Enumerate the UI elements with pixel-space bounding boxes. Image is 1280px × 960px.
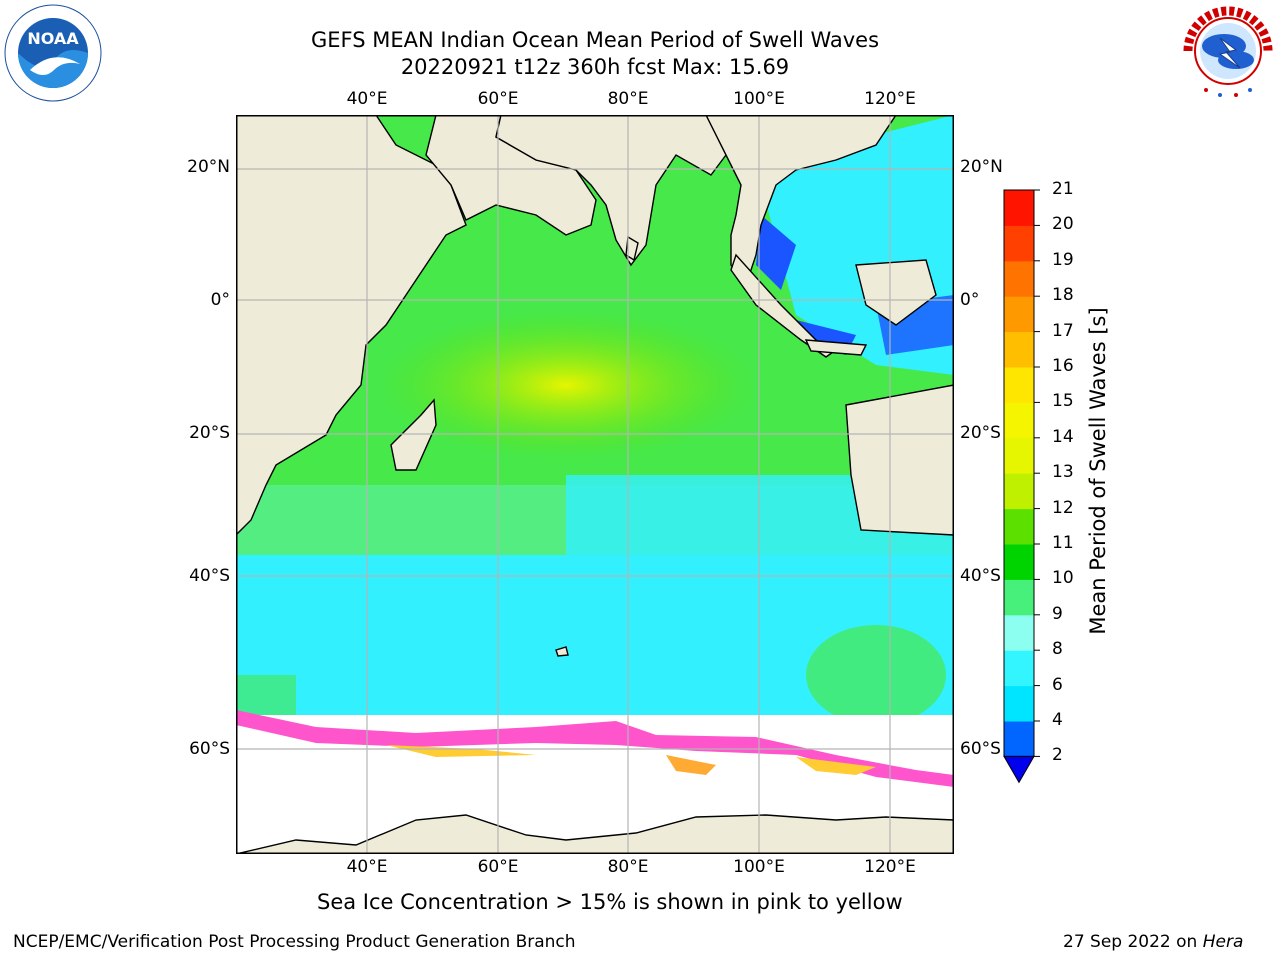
colorbar-tick-label: 12 <box>1052 497 1074 518</box>
lat-label-right-40s: 40°S <box>960 566 1001 586</box>
colorbar-segment <box>1004 402 1034 439</box>
colorbar-segment <box>1004 331 1034 368</box>
lat-label-right-0: 0° <box>960 290 980 310</box>
colorbar-tick-label: 18 <box>1052 285 1074 306</box>
lon-label-bottom-120e: 120°E <box>864 857 916 877</box>
lat-label-left-40s: 40°S <box>189 566 230 586</box>
colorbar-segment <box>1004 650 1034 687</box>
colorbar <box>1000 186 1100 786</box>
colorbar-segment <box>1004 685 1034 722</box>
colorbar-tick-label: 8 <box>1052 639 1063 660</box>
lat-label-left-20s: 20°S <box>189 423 230 443</box>
swell-yellow-maximum <box>376 310 756 460</box>
lon-label-bottom-80e: 80°E <box>607 857 649 877</box>
lat-label-left-20n: 20°N <box>187 157 230 177</box>
sri-lanka-land <box>625 235 639 262</box>
chart-title: GEFS MEAN Indian Ocean Mean Period of Sw… <box>310 28 880 52</box>
colorbar-segment <box>1004 544 1034 580</box>
colorbar-tick-label: 6 <box>1052 674 1063 695</box>
sumatra-land <box>730 253 838 358</box>
colorbar-segment <box>1004 260 1034 297</box>
lat-label-right-60s: 60°S <box>960 739 1001 759</box>
footer-date: 27 Sep 2022 on Hera <box>1063 932 1243 952</box>
lon-label-top-40e: 40°E <box>346 89 388 109</box>
colorbar-tick-label: 19 <box>1052 249 1074 270</box>
graticule <box>236 115 954 854</box>
borneo-land <box>855 259 937 326</box>
map-frame <box>236 115 954 854</box>
colorbar-segment <box>1004 473 1034 510</box>
lon-label-top-100e: 100°E <box>733 89 785 109</box>
colorbar-segment <box>1004 367 1034 403</box>
colorbar-segment <box>1004 190 1034 226</box>
colorbar-segment <box>1004 614 1034 651</box>
colorbar-tick-label: 16 <box>1052 356 1074 376</box>
lat-label-right-20n: 20°N <box>960 157 1003 177</box>
lon-label-bottom-40e: 40°E <box>346 857 388 877</box>
sea-ice-note: Sea Ice Concentration > 15% is shown in … <box>317 890 903 914</box>
lon-label-bottom-60e: 60°E <box>477 857 519 877</box>
australia-land <box>845 384 955 536</box>
colorbar-tick-label: 15 <box>1052 391 1074 412</box>
lat-label-left-60s: 60°S <box>189 739 230 759</box>
footer-host: Hera <box>1202 932 1244 952</box>
lon-label-top-120e: 120°E <box>864 89 916 109</box>
colorbar-label: Mean Period of Swell Waves [s] <box>1086 307 1110 635</box>
lat-label-right-20s: 20°S <box>960 423 1001 443</box>
swell-period-map <box>235 114 955 855</box>
colorbar-tick-label: 4 <box>1052 710 1063 730</box>
colorbar-tick-label: 21 <box>1052 179 1074 199</box>
lat-label-left-0: 0° <box>210 290 230 310</box>
colorbar-segment <box>1004 296 1034 333</box>
nws-logo <box>1180 2 1276 100</box>
africa-land <box>235 114 467 537</box>
colorbar-swatches <box>1003 189 1040 784</box>
colorbar-tick-label: 11 <box>1052 533 1074 553</box>
land-masses <box>235 114 955 855</box>
india-land <box>495 114 737 267</box>
footer-date-text: 27 Sep 2022 on <box>1063 932 1198 952</box>
colorbar-extend-arrow <box>1003 755 1035 784</box>
java-land <box>804 339 868 356</box>
lon-label-bottom-100e: 100°E <box>733 857 785 877</box>
colorbar-tick-label: 14 <box>1052 426 1074 447</box>
colorbar-segment <box>1004 721 1034 757</box>
chart-subtitle: 20220921 t12z 360h fcst Max: 15.69 <box>400 55 790 79</box>
footer-credit: NCEP/EMC/Verification Post Processing Pr… <box>13 932 576 952</box>
colorbar-segment <box>1004 225 1034 262</box>
colorbar-tick-label: 17 <box>1052 320 1074 341</box>
antarctica-land <box>235 814 955 855</box>
noaa-logo: NOAA <box>4 4 102 102</box>
lon-label-top-80e: 80°E <box>607 89 649 109</box>
madagascar-land <box>390 398 437 471</box>
colorbar-segment <box>1004 508 1034 545</box>
colorbar-tick-label: 10 <box>1052 568 1074 589</box>
colorbar-segment <box>1004 437 1034 474</box>
colorbar-tick-label: 20 <box>1052 214 1074 235</box>
colorbar-tick-label: 13 <box>1052 462 1074 483</box>
lon-label-top-60e: 60°E <box>477 89 519 109</box>
kerguelen-land <box>555 646 569 657</box>
sea-ice-edge <box>236 710 954 787</box>
colorbar-tick-label: 9 <box>1052 603 1063 624</box>
map-panel <box>235 114 955 855</box>
colorbar-segment <box>1004 579 1034 616</box>
colorbar-tick-label: 2 <box>1052 745 1063 766</box>
noaa-logo-text: NOAA <box>27 29 79 48</box>
